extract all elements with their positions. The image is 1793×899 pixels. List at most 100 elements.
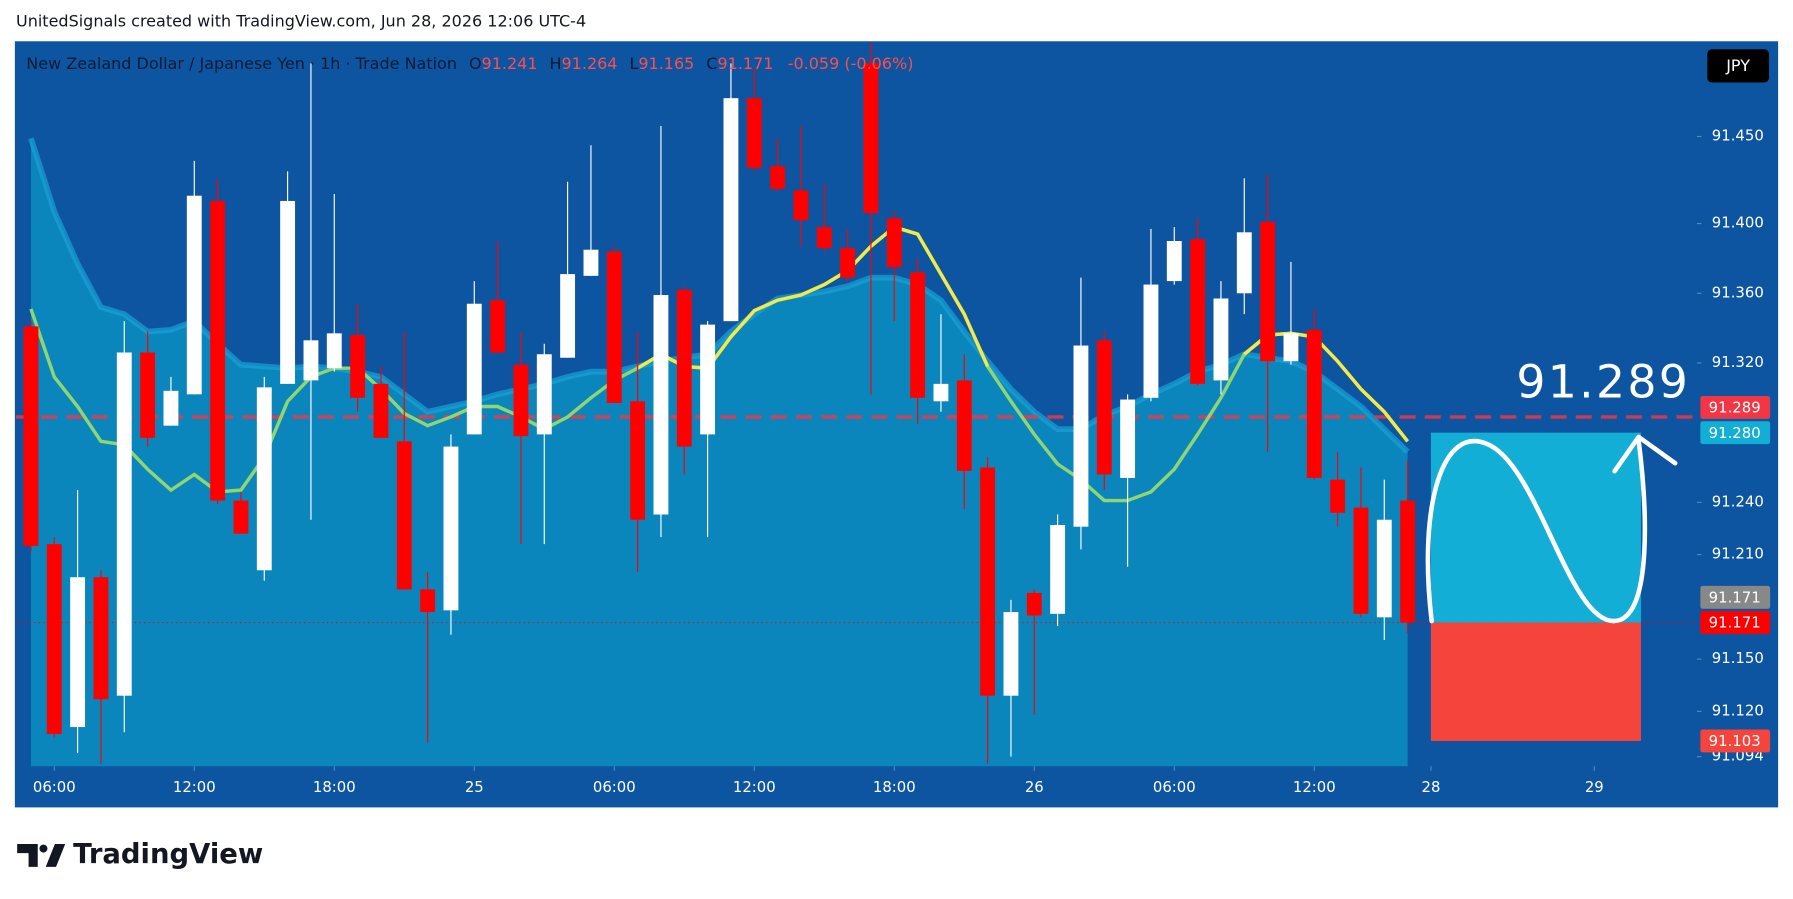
price-label: 91.171 <box>1709 614 1761 632</box>
cloud-edge <box>28 137 1410 454</box>
x-tick-label: 12:00 <box>1293 778 1336 796</box>
candle-body <box>93 577 109 700</box>
candle-body <box>1283 333 1299 362</box>
price-label-bg <box>1700 729 1771 753</box>
candle-body <box>700 324 716 435</box>
position-loss <box>1430 622 1641 741</box>
candle-body <box>280 200 296 384</box>
candle-body <box>490 300 506 353</box>
price-label-bg <box>1700 421 1771 445</box>
x-tick-label: 18:00 <box>313 778 356 796</box>
candle-body <box>956 380 972 471</box>
candle-body <box>1166 241 1182 282</box>
candle-body <box>863 63 879 214</box>
candle-body <box>816 227 832 248</box>
candle-body <box>583 249 599 276</box>
candle-body <box>1353 507 1369 614</box>
candle-body <box>210 200 226 501</box>
x-tick-label: 18:00 <box>873 778 916 796</box>
price-label-bg <box>1700 396 1771 419</box>
candle-body <box>303 340 319 381</box>
y-tick-label: 91.400 <box>1712 214 1764 232</box>
candle-body <box>1143 284 1159 398</box>
candle-body <box>1096 340 1112 475</box>
candle-body <box>373 383 389 438</box>
candle-body <box>1306 329 1322 478</box>
candle-body <box>70 577 86 728</box>
candle-body <box>1050 524 1066 614</box>
candle-body <box>1073 345 1089 527</box>
credit: UnitedSignals created with TradingView.c… <box>16 11 586 30</box>
candle-body <box>256 387 272 571</box>
x-tick-label: 06:00 <box>593 778 636 796</box>
currency[interactable]: JPY <box>1725 56 1750 75</box>
price-label: 91.289 <box>1709 399 1761 417</box>
h-value: 91.264 <box>562 54 618 73</box>
candle-body <box>396 441 412 590</box>
candle-body <box>233 500 249 534</box>
candle-body <box>1003 612 1019 696</box>
candle-body <box>1236 232 1252 294</box>
y-tick-label: 91.210 <box>1712 545 1764 563</box>
x-tick-label: 12:00 <box>173 778 216 796</box>
candle-body <box>1213 298 1229 381</box>
price-label: 91.280 <box>1709 424 1761 442</box>
y-tick-label: 91.320 <box>1712 353 1764 371</box>
forecast-curve <box>1425 438 1648 624</box>
candle-body <box>536 354 552 435</box>
candle-body <box>326 333 342 369</box>
candle-body <box>910 272 926 398</box>
candle-body <box>980 467 996 696</box>
y-tick-label: 91.240 <box>1712 492 1764 510</box>
candle-body <box>676 289 692 447</box>
candle-body <box>116 352 132 696</box>
candle-body <box>1190 239 1206 384</box>
candle-body <box>1026 592 1042 616</box>
candle-body <box>46 544 62 735</box>
logo-dot <box>39 844 48 853</box>
candle-body <box>793 190 809 221</box>
candle-body <box>1376 519 1392 618</box>
candle-body <box>1120 399 1136 478</box>
position-profit <box>1430 432 1641 623</box>
candle-body <box>1400 500 1416 623</box>
candle-body <box>513 364 529 437</box>
candle-body <box>420 589 436 613</box>
x-tick-label: 12:00 <box>733 778 776 796</box>
logo-icon <box>17 844 66 867</box>
h-label: H <box>549 54 561 73</box>
y-tick-label: 91.450 <box>1712 126 1764 144</box>
candle-body <box>840 247 856 278</box>
y-tick-label: 91.360 <box>1712 283 1764 301</box>
brand: TradingView <box>73 839 263 870</box>
price-label: 91.103 <box>1709 732 1761 750</box>
candle-body <box>466 303 482 435</box>
candle-body <box>770 166 786 189</box>
x-tick-label: 25 <box>465 778 484 796</box>
x-tick-label: 06:00 <box>1153 778 1196 796</box>
footer-logo <box>17 844 66 867</box>
o-label: O <box>469 54 482 73</box>
legend: New Zealand Dollar / Japanese Yen · 1h ·… <box>26 54 913 73</box>
candle-body <box>933 383 949 402</box>
candle-body <box>653 295 669 515</box>
l-value: 91.165 <box>638 54 694 73</box>
x-tick-label: 28 <box>1421 778 1440 796</box>
x-tick-label: 06:00 <box>33 778 76 796</box>
candle-body <box>1260 221 1276 362</box>
candle-body <box>560 274 576 358</box>
price-label-bg <box>1700 585 1771 609</box>
candle-body <box>1330 479 1346 513</box>
candle-body <box>186 195 202 395</box>
candle-body <box>443 446 459 611</box>
currency-button[interactable] <box>1707 49 1769 83</box>
candle-body <box>630 401 646 520</box>
price-label-bg <box>1700 611 1771 634</box>
candle-body <box>886 218 902 268</box>
c-label: C <box>706 54 717 73</box>
l-label: L <box>629 54 638 73</box>
x-tick-label: 29 <box>1585 778 1604 796</box>
target-annotation: 91.289 <box>1516 355 1690 408</box>
